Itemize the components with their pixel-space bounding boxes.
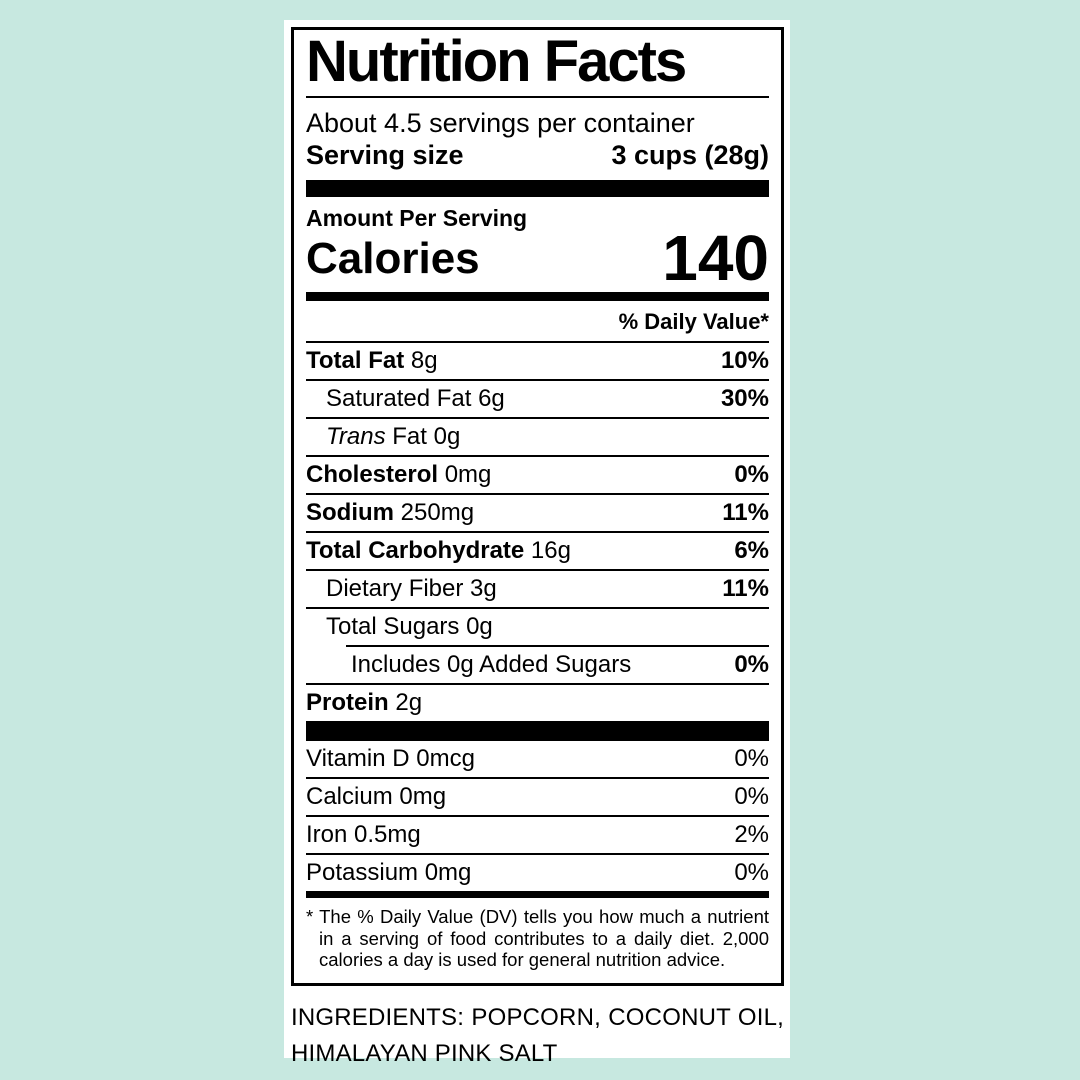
row-divider xyxy=(306,379,769,381)
nutrient-rows: Total Fat 8g 10% Saturated Fat 6g 30% Trans … xyxy=(306,343,769,721)
daily-value: 10% xyxy=(720,347,769,374)
daily-value: 11% xyxy=(722,499,769,526)
serving-size-label: Serving size xyxy=(306,140,464,170)
daily-value: 0% xyxy=(734,651,769,678)
row-divider xyxy=(306,853,769,855)
nutrient-name: Vitamin D 0mcg xyxy=(306,745,475,772)
thick-separator-bar xyxy=(306,721,769,741)
row-divider xyxy=(306,815,769,817)
nutrient-name: Total Carbohydrate 16g xyxy=(306,537,571,564)
nutrient-row: Total Carbohydrate 16g 6% xyxy=(306,533,769,569)
medium-separator-bar xyxy=(306,891,769,898)
nutrient-name: Protein 2g xyxy=(306,689,423,716)
nutrient-name: Total Fat 8g xyxy=(306,347,438,374)
daily-value: 6% xyxy=(734,537,769,564)
medium-separator-bar xyxy=(306,292,769,301)
nutrient-row: Trans Fat 0g xyxy=(306,419,769,455)
nutrient-name: Includes 0g Added Sugars xyxy=(351,651,632,678)
row-divider xyxy=(306,455,769,457)
servings-per-container: About 4.5 servings per container xyxy=(306,108,695,138)
nutrient-row: Total Fat 8g 10% xyxy=(306,343,769,379)
daily-value: 2% xyxy=(734,821,769,848)
calories-row: Calories 140 xyxy=(306,222,769,294)
nutrient-name: Sodium 250mg xyxy=(306,499,475,526)
serving-size-row: Serving size 3 cups (28g) xyxy=(306,139,769,172)
nutrient-name: Potassium 0mg xyxy=(306,859,472,886)
calories-value: 140 xyxy=(662,222,769,294)
nutrient-row: Iron 0.5mg 2% xyxy=(306,817,769,853)
nutrient-name: Saturated Fat 6g xyxy=(326,385,505,412)
title-rule xyxy=(306,96,769,98)
row-divider xyxy=(306,569,769,571)
nutrient-name: Calcium 0mg xyxy=(306,783,447,810)
daily-value: 30% xyxy=(720,385,769,412)
nutrient-name: Total Sugars 0g xyxy=(326,613,493,640)
thick-separator-bar xyxy=(306,180,769,197)
nutrient-row: Total Sugars 0g xyxy=(306,609,769,645)
row-divider xyxy=(306,607,769,609)
row-divider xyxy=(346,645,769,647)
nutrient-row: Includes 0g Added Sugars 0% xyxy=(306,647,769,683)
daily-value: 0% xyxy=(734,745,769,772)
nutrient-row: Calcium 0mg 0% xyxy=(306,779,769,815)
nutrient-row: Dietary Fiber 3g 11% xyxy=(306,571,769,607)
daily-value: 0% xyxy=(734,783,769,810)
nutrient-row: Sodium 250mg 11% xyxy=(306,495,769,531)
ingredients-text: INGREDIENTS: POPCORN, COCONUT OIL, HIMAL… xyxy=(291,1003,784,1067)
row-divider xyxy=(306,531,769,533)
row-divider xyxy=(306,417,769,419)
nutrient-row: Cholesterol 0mg 0% xyxy=(306,457,769,493)
nutrition-facts-label: Nutrition Facts About 4.5 servings per c… xyxy=(291,27,784,986)
micronutrient-rows: Vitamin D 0mcg 0% Calcium 0mg 0% Iron 0.5mg 2… xyxy=(306,741,769,891)
row-divider xyxy=(306,777,769,779)
label-title: Nutrition Facts xyxy=(306,29,687,94)
daily-value: 11% xyxy=(722,575,769,602)
nutrient-name: Dietary Fiber 3g xyxy=(326,575,497,602)
nutrient-row: Vitamin D 0mcg 0% xyxy=(306,741,769,777)
nutrient-name: Trans Fat 0g xyxy=(326,423,461,450)
nutrient-name: Iron 0.5mg xyxy=(306,821,421,848)
nutrient-row: Protein 2g xyxy=(306,685,769,721)
amount-per-serving-label: Amount Per Serving xyxy=(306,205,528,231)
daily-value: 0% xyxy=(734,461,769,488)
serving-size-value: 3 cups (28g) xyxy=(611,140,769,170)
row-divider xyxy=(306,493,769,495)
nutrient-name: Cholesterol 0mg xyxy=(306,461,492,488)
nutrient-row: Saturated Fat 6g 30% xyxy=(306,381,769,417)
row-divider xyxy=(306,683,769,685)
daily-value-header: % Daily Value* xyxy=(306,301,769,343)
daily-value: 0% xyxy=(734,859,769,886)
calories-label: Calories xyxy=(306,234,480,283)
label-panel: Nutrition Facts About 4.5 servings per c… xyxy=(284,20,790,1067)
nutrient-row: Potassium 0mg 0% xyxy=(306,855,769,891)
daily-value-footnote: * The % Daily Value (DV) tells you how m… xyxy=(306,906,769,970)
